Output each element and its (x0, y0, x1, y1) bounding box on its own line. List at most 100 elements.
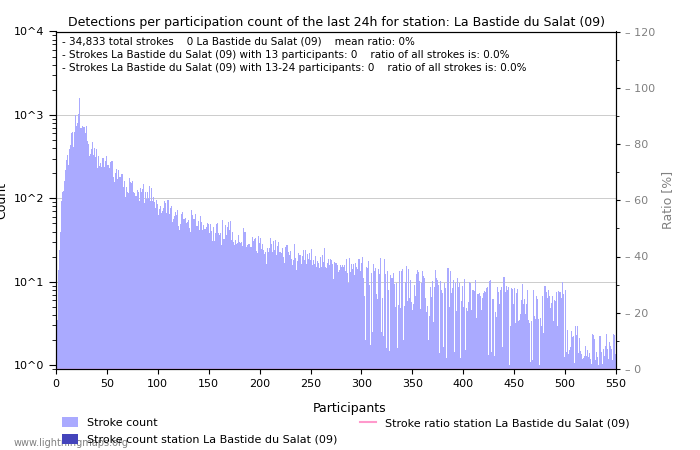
Bar (125, 197, 126, 450)
Bar (134, 194, 135, 450)
Bar (369, 284, 370, 450)
Bar (136, 196, 137, 450)
Bar (368, 261, 369, 450)
Bar (373, 265, 374, 450)
Bar (188, 220, 189, 450)
Bar (516, 293, 517, 450)
Bar (181, 214, 182, 450)
Bar (362, 257, 363, 450)
Bar (87, 141, 88, 450)
Bar (602, 364, 603, 450)
Bar (445, 288, 447, 450)
Bar (294, 244, 295, 450)
Bar (435, 270, 436, 450)
Bar (477, 294, 478, 450)
Bar (465, 351, 466, 450)
Bar (535, 319, 536, 450)
Bar (406, 266, 407, 450)
Bar (236, 243, 237, 450)
Bar (598, 364, 599, 450)
Bar (503, 277, 505, 450)
Bar (70, 145, 71, 450)
Bar (496, 317, 498, 450)
Bar (252, 237, 253, 450)
Bar (149, 185, 150, 450)
Bar (195, 214, 196, 450)
Bar (155, 208, 156, 450)
Bar (417, 270, 418, 450)
Bar (248, 244, 249, 450)
Bar (533, 290, 534, 450)
Bar (178, 230, 180, 450)
Y-axis label: Ratio [%]: Ratio [%] (661, 171, 674, 230)
Bar (265, 252, 266, 450)
Bar (320, 257, 321, 450)
Bar (172, 222, 173, 450)
Bar (79, 98, 80, 450)
Bar (238, 235, 239, 450)
Bar (160, 207, 162, 450)
Bar (283, 257, 284, 450)
Bar (71, 133, 72, 450)
Bar (461, 301, 462, 450)
Bar (411, 302, 412, 450)
Bar (255, 238, 256, 450)
Bar (288, 255, 290, 450)
Bar (132, 181, 133, 450)
Bar (542, 296, 543, 450)
Bar (344, 271, 346, 450)
Bar (137, 190, 138, 450)
Bar (572, 338, 573, 450)
Bar (489, 280, 490, 450)
Bar (77, 123, 78, 450)
Bar (182, 212, 183, 450)
Bar (190, 232, 191, 450)
Bar (279, 252, 281, 450)
Bar (292, 265, 293, 450)
Bar (574, 363, 575, 450)
Bar (433, 322, 434, 450)
Bar (156, 200, 158, 450)
Bar (286, 245, 288, 450)
Bar (576, 335, 577, 450)
Bar (418, 272, 419, 450)
Bar (193, 219, 194, 450)
Bar (277, 246, 279, 450)
Bar (599, 336, 600, 450)
Bar (322, 255, 323, 450)
Bar (404, 306, 405, 450)
Bar (393, 284, 395, 450)
Bar (470, 283, 471, 450)
Bar (259, 243, 260, 450)
Bar (117, 179, 118, 450)
Bar (246, 247, 247, 450)
Bar (256, 251, 257, 450)
Bar (85, 133, 86, 450)
Bar (591, 364, 592, 450)
Bar (69, 149, 70, 450)
Bar (438, 285, 440, 450)
Bar (164, 201, 165, 450)
Bar (230, 240, 232, 450)
Bar (318, 263, 319, 450)
Bar (456, 279, 458, 450)
Bar (208, 224, 209, 450)
Bar (425, 298, 426, 450)
Bar (340, 265, 341, 450)
Bar (158, 216, 160, 450)
Bar (115, 173, 116, 450)
Bar (480, 296, 481, 450)
Bar (498, 292, 499, 450)
Bar (276, 255, 277, 450)
Bar (587, 350, 588, 450)
Bar (395, 283, 397, 450)
Bar (419, 281, 420, 450)
Bar (323, 261, 324, 450)
Bar (251, 247, 252, 450)
Bar (398, 271, 400, 450)
Bar (174, 212, 176, 450)
Bar (382, 298, 384, 450)
Bar (545, 286, 546, 450)
Bar (257, 253, 258, 450)
Bar (328, 259, 330, 450)
